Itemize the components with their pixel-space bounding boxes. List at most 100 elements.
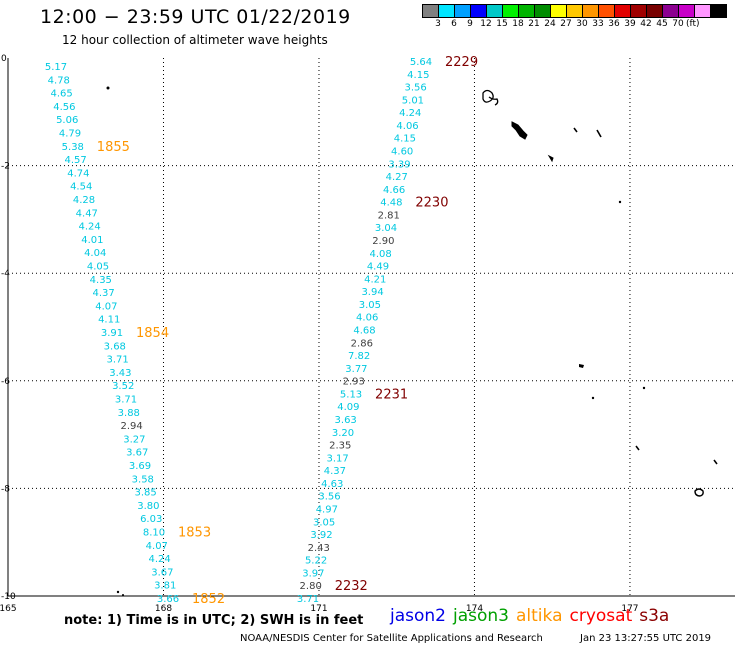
wave-height-reading: 3.04 (375, 223, 397, 234)
wave-height-reading: 4.79 (59, 129, 81, 140)
wave-height-reading: 4.35 (90, 275, 112, 286)
wave-height-reading: 3.94 (361, 287, 383, 298)
lat-tick-label: -4 (1, 269, 10, 279)
wave-height-reading: 2.90 (372, 236, 394, 247)
legend-value: 70 (672, 19, 684, 29)
color-legend: 3 6 9 12 15 18 21 24 27 30 33 36 39 42 45 70 (ft) (422, 4, 727, 29)
satellite-legend: jason2 jason3 altika cryosat s3a (390, 606, 676, 626)
wave-height-reading: 3.58 (132, 474, 154, 485)
lon-tick-label: 171 (310, 604, 327, 614)
wave-height-reading: 3.39 (388, 159, 410, 170)
wave-height-reading: 3.67 (126, 448, 148, 459)
lat-tick-label: 0 (1, 54, 7, 64)
legend-value: 42 (640, 19, 652, 29)
wave-height-reading: 3.05 (359, 300, 381, 311)
wave-height-reading: 4.01 (81, 235, 103, 246)
wave-height-reading: 4.47 (76, 208, 98, 219)
wave-height-reading: 3.97 (302, 568, 324, 579)
satellite-jason2: jason2 (390, 606, 446, 626)
legend-value: 24 (544, 19, 556, 29)
satellite-jason3: jason3 (453, 606, 509, 626)
island (618, 200, 622, 204)
wave-height-reading: 5.38 (62, 142, 84, 153)
wave-height-reading: 5.13 (340, 389, 362, 400)
axis-tick-labels: 165 168 171 174 177 0 -2 -4 -6 -8 -10 (0, 54, 639, 614)
legend-swatch (710, 4, 727, 18)
page-subtitle: 12 hour collection of altimeter wave hei… (62, 33, 328, 47)
wave-height-reading: 3.67 (151, 567, 173, 578)
wave-height-reading: 3.66 (157, 594, 179, 605)
lat-tick-label: -2 (1, 162, 10, 172)
wave-height-reading: 4.07 (95, 301, 117, 312)
wave-height-reading: 4.21 (364, 274, 386, 285)
lon-tick-label: 177 (621, 604, 638, 614)
legend-value: 6 (451, 19, 457, 29)
island (106, 86, 110, 90)
wave-height-reading: 4.74 (67, 168, 89, 179)
legend-value: 15 (496, 19, 508, 29)
wave-height-reading: 3.80 (137, 501, 159, 512)
satellite-s3a: s3a (639, 606, 670, 626)
island (713, 459, 718, 465)
track-left: 5.17 4.78 4.65 4.56 5.06 4.79 5.38 4.57 4.74 4.54… (45, 62, 225, 607)
wave-height-reading: 4.24 (399, 108, 421, 119)
wave-height-reading: 3.17 (326, 453, 348, 464)
wave-height-reading: 4.09 (337, 402, 359, 413)
island (591, 396, 595, 400)
wave-height-reading: 2.94 (120, 421, 142, 432)
legend-value: 18 (512, 19, 524, 29)
legend-value: 27 (560, 19, 572, 29)
wave-height-reading: 5.06 (56, 115, 78, 126)
wave-height-reading: 3.92 (310, 530, 332, 541)
timestamp: Jan 23 13:27:55 UTC 2019 (580, 633, 712, 644)
wave-height-reading: 2.86 (351, 338, 373, 349)
altimeter-tracks: 5.17 4.78 4.65 4.56 5.06 4.79 5.38 4.57 4.74 4.54… (45, 55, 478, 607)
legend-value: 39 (624, 19, 636, 29)
pass-time-label: 1854 (136, 326, 169, 341)
pass-time-label: 1855 (97, 140, 130, 155)
island (511, 121, 528, 140)
satellite-altika: altika (516, 606, 563, 626)
island (635, 445, 640, 451)
wave-height-reading: 4.56 (53, 102, 75, 113)
lat-tick-label: -10 (1, 592, 16, 602)
lon-tick-label: 165 (0, 604, 17, 614)
lon-tick-label: 174 (466, 604, 483, 614)
wave-height-reading: 4.48 (380, 198, 402, 209)
wave-height-reading: 2.43 (308, 543, 330, 554)
island (488, 96, 499, 106)
wave-height-reading: 3.88 (118, 408, 140, 419)
wave-height-reading: 3.69 (129, 461, 151, 472)
track-right: 5.644.153.565.014.244.064.154.603.394.27… (297, 55, 478, 605)
wave-height-reading: 3.20 (332, 428, 354, 439)
island (547, 154, 554, 163)
wave-height-reading: 6.03 (140, 514, 162, 525)
island-coastlines (106, 86, 718, 596)
island (573, 127, 578, 133)
wave-height-reading: 3.05 (313, 517, 335, 528)
wave-height-reading: 4.66 (383, 185, 405, 196)
pass-time-label: 2231 (375, 387, 408, 402)
page-title: 12:00 − 23:59 UTC 01/22/2019 (40, 6, 351, 28)
island (694, 488, 704, 497)
island (116, 590, 120, 594)
pass-time-label: 1852 (192, 592, 225, 607)
legend-value: 12 (480, 19, 492, 29)
island (482, 89, 494, 103)
wave-height-reading: 4.54 (70, 182, 92, 193)
wave-height-reading: 4.05 (87, 262, 109, 273)
legend-value: 30 (576, 19, 588, 29)
wave-height-reading: 5.22 (305, 556, 327, 567)
lon-tick-label: 168 (155, 604, 172, 614)
wave-height-reading: 4.68 (353, 326, 375, 337)
legend-value: 21 (528, 19, 540, 29)
legend-value: 3 (435, 19, 441, 29)
wave-height-reading: 2.35 (329, 441, 351, 452)
wave-height-reading: 4.24 (148, 554, 170, 565)
wave-height-reading: 3.77 (345, 364, 367, 375)
wave-height-reading: 4.57 (64, 155, 86, 166)
island (122, 594, 124, 596)
pass-time-label: 2229 (445, 55, 478, 70)
island (596, 129, 602, 138)
